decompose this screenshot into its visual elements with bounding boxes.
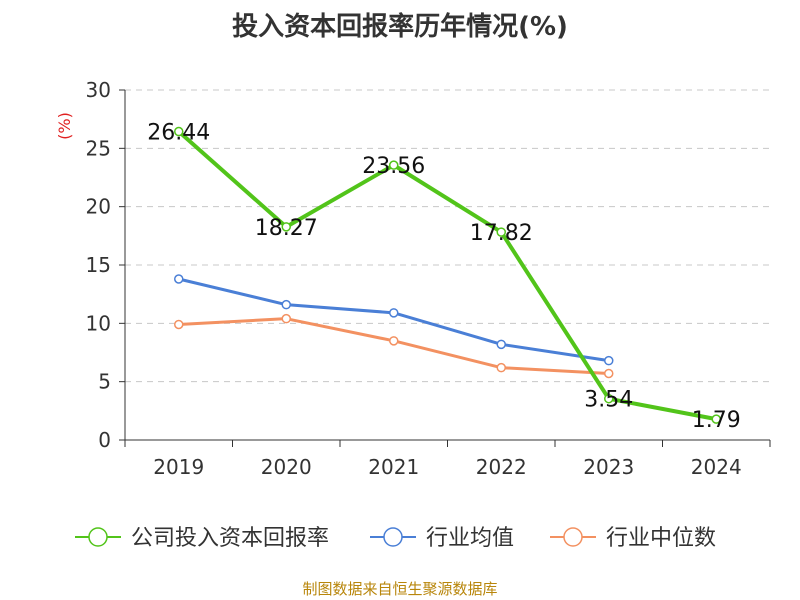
legend-marker-2 <box>563 527 583 547</box>
data-point-2 <box>496 362 506 373</box>
legend-label-2: 行业中位数 <box>606 526 716 551</box>
y-tick-label: 5 <box>98 370 111 394</box>
data-label: 1.79 <box>692 408 741 433</box>
data-label: 18.27 <box>255 216 318 241</box>
y-tick-label: 25 <box>86 136 111 160</box>
data-point-1 <box>389 308 399 318</box>
x-tick-label: 2024 <box>691 455 742 479</box>
y-tick-label: 15 <box>86 253 111 277</box>
data-point-1 <box>604 355 614 366</box>
y-tick-label: 30 <box>86 78 111 102</box>
data-label: 3.54 <box>584 388 633 413</box>
data-point-2 <box>604 368 614 379</box>
y-axis-label: (%) <box>55 112 74 140</box>
data-point-2 <box>174 319 184 330</box>
x-tick-label: 2023 <box>583 455 634 479</box>
data-point-0 <box>496 227 506 237</box>
legend-label-1: 行业均值 <box>426 526 514 551</box>
data-point-2 <box>281 313 291 324</box>
chart-title: 投入资本回报率历年情况(%) <box>232 12 568 42</box>
x-tick-label: 2020 <box>261 455 312 479</box>
data-point-2 <box>389 336 399 346</box>
data-label: 23.56 <box>362 154 425 179</box>
data-point-1 <box>496 339 506 350</box>
data-label: 26.44 <box>147 121 210 146</box>
data-point-0 <box>389 160 399 170</box>
legend-label-0: 公司投入资本回报率 <box>131 526 329 551</box>
y-tick-label: 20 <box>86 195 111 219</box>
y-tick-label: 10 <box>86 311 111 335</box>
series-line-0 <box>177 130 717 422</box>
data-label: 17.82 <box>470 221 533 246</box>
data-point-0 <box>281 222 291 232</box>
legend-marker-0 <box>88 527 108 547</box>
data-source-note: 制图数据来自恒生聚源数据库 <box>302 580 498 598</box>
legend-marker-1 <box>383 527 403 547</box>
data-point-1 <box>281 299 291 310</box>
data-point-0 <box>711 414 721 424</box>
data-point-1 <box>174 274 184 284</box>
x-tick-label: 2022 <box>476 455 527 479</box>
series-line-2 <box>178 317 609 375</box>
data-point-0 <box>604 393 614 404</box>
data-point-0 <box>174 126 184 137</box>
x-tick-label: 2021 <box>368 455 419 479</box>
x-tick-label: 2019 <box>153 455 204 479</box>
y-tick-label: 0 <box>98 428 111 452</box>
